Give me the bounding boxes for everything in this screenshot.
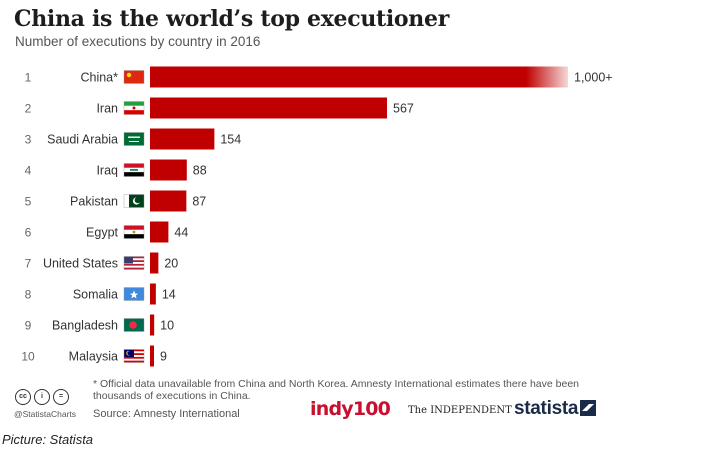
- rank-label: 4: [25, 164, 32, 178]
- saudi-arabia-flag-icon: [123, 132, 145, 146]
- category-label: Malaysia: [69, 350, 118, 364]
- bar: [150, 128, 215, 150]
- statista-handle: @StatistaCharts: [14, 409, 77, 419]
- category-label: Pakistan: [70, 195, 118, 209]
- category-label: Somalia: [73, 288, 118, 302]
- rank-label: 1: [25, 71, 32, 85]
- pakistan-flag-icon: [123, 194, 145, 208]
- value-label: 88: [193, 164, 207, 178]
- value-label: 20: [164, 257, 178, 271]
- rank-label: 7: [25, 257, 32, 271]
- value-label: 567: [393, 102, 414, 116]
- value-label: 10: [160, 319, 174, 333]
- rank-label: 6: [25, 226, 32, 240]
- rank-label: 3: [25, 133, 32, 147]
- iraq-flag-icon: [123, 163, 145, 177]
- statista-logo: statista: [514, 398, 579, 419]
- bangladesh-flag-icon: [123, 318, 145, 332]
- value-label: 1,000+: [574, 71, 613, 85]
- category-label: United States: [43, 257, 118, 271]
- footnote: * Official data unavailable from China a…: [93, 378, 580, 402]
- category-label: Bangladesh: [52, 319, 118, 333]
- value-label: 14: [162, 288, 176, 302]
- value-label: 9: [160, 350, 167, 364]
- value-label: 44: [174, 226, 188, 240]
- chart-card: China is the world’s top executioner Num…: [14, 6, 613, 420]
- category-label: Egypt: [86, 226, 118, 240]
- bar: [150, 190, 187, 212]
- bar: [150, 159, 187, 181]
- value-label: 87: [192, 195, 206, 209]
- category-label: China*: [80, 71, 118, 85]
- bar: [150, 221, 169, 243]
- bar: [150, 314, 155, 336]
- category-label: Iran: [96, 102, 118, 116]
- by-icon: i: [34, 389, 50, 405]
- rank-label: 10: [21, 350, 35, 364]
- rank-label: 2: [25, 102, 32, 116]
- malaysia-flag-icon: [123, 349, 145, 363]
- china-flag-icon: [123, 70, 145, 84]
- bar: [150, 252, 159, 274]
- bar: [150, 97, 388, 119]
- bar: [150, 283, 156, 305]
- picture-caption: Picture: Statista: [2, 432, 94, 447]
- rank-label: 8: [25, 288, 32, 302]
- somalia-flag-icon: [123, 287, 145, 301]
- value-label: 154: [220, 133, 241, 147]
- category-label: Iraq: [96, 164, 118, 178]
- iran-flag-icon: [123, 101, 145, 115]
- rank-label: 5: [25, 195, 32, 209]
- united-states-flag-icon: [123, 256, 145, 270]
- source-note: Source: Amnesty International: [93, 408, 240, 420]
- bar: [150, 345, 154, 367]
- egypt-flag-icon: [123, 225, 145, 239]
- license-icons: cc i =: [15, 389, 69, 405]
- chart-subtitle: Number of executions by country in 2016: [15, 34, 261, 49]
- indy100-logo: indy100: [310, 398, 391, 420]
- category-label: Saudi Arabia: [47, 133, 118, 147]
- independent-logo: The INDEPENDENT: [408, 405, 512, 416]
- chart-title: China is the world’s top executioner: [14, 6, 449, 32]
- rank-label: 9: [25, 319, 32, 333]
- statista-logo-mark-icon: [580, 400, 596, 416]
- cc-icon: cc: [15, 389, 31, 405]
- equals-icon: =: [53, 389, 69, 405]
- bar: [150, 66, 568, 88]
